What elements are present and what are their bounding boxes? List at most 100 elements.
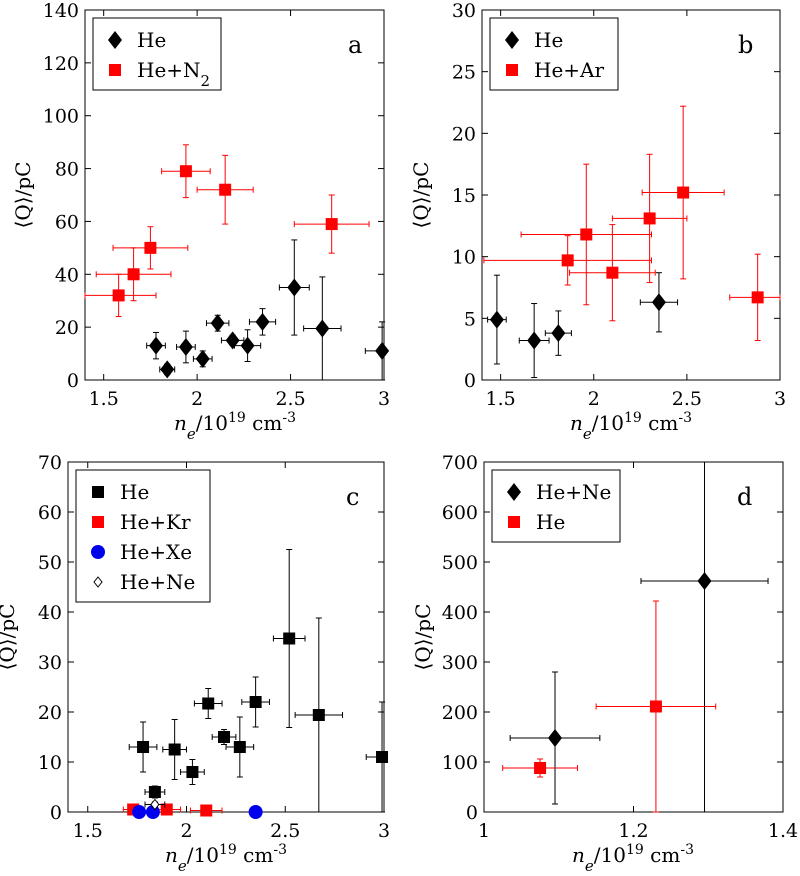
data-point [551,324,566,343]
y-tick-label: 10 [38,752,62,774]
y-tick-label: 140 [43,0,79,22]
data-point [178,337,193,356]
data-point [651,293,666,312]
legend: He He+N2 [92,17,222,91]
y-tick-label: 30 [38,652,62,674]
y-tick-label: 20 [55,317,79,339]
data-point [375,341,390,360]
y-tick-label: 400 [442,602,478,624]
data-point [534,762,547,774]
legend: He+Ne He [491,469,621,543]
data-point [643,212,656,225]
data-point [248,805,263,819]
y-tick-label: 0 [50,802,62,824]
y-tick-label: 40 [38,602,62,624]
data-point [249,696,262,708]
y-tick-label: 20 [452,123,476,145]
legend-marker [109,64,121,76]
y-tick-label: 300 [442,652,478,674]
data-marks [483,105,781,379]
legend-box [92,17,222,91]
legend-box [489,17,619,91]
legend-label: He [137,28,166,52]
data-point [225,331,240,350]
series-he-ar [483,105,781,342]
y-tick-label: 0 [466,802,478,824]
y-tick-label: 0 [67,370,79,392]
y-tick-label: 5 [464,308,476,330]
plot-frame [67,461,385,813]
y-tick-label: 60 [55,211,79,233]
data-point [489,310,504,329]
x-axis-label: ne/1019 cm-3 [165,842,287,875]
x-tick-label: 2 [588,388,600,410]
data-point [561,254,574,267]
data-marks [122,549,389,819]
x-tick-label: 2.5 [275,388,305,410]
y-tick-label: 50 [38,552,62,574]
x-tick-label: 1.4 [768,820,798,842]
panel-letter: a [348,31,362,59]
y-tick-label: 15 [452,185,476,207]
data-point [751,291,764,304]
y-tick-label: 200 [442,702,478,724]
data-point [219,183,232,196]
y-axis-label: ⟨Q⟩/pC [11,162,35,229]
legend-marker [508,516,520,528]
panel-letter: d [737,483,752,511]
legend-marker [92,486,104,498]
axis-ticks: 1 1.2 1.4 0 100 200 300 400 500 600 700 [442,452,798,842]
legend-box [491,469,621,543]
data-point [697,572,712,590]
y-tick-label: 25 [452,62,476,84]
legend-label: He+Ne [120,570,195,594]
legend-marker [507,483,521,501]
legend-marker [91,545,105,559]
x-tick-label: 3 [378,820,390,842]
data-marks [502,461,769,813]
data-point [606,266,619,279]
y-tick-label: 70 [38,452,62,474]
y-tick-label: 0 [464,370,476,392]
x-tick-label: 2.5 [672,388,702,410]
y-tick-label: 40 [55,264,79,286]
data-point [315,319,330,338]
x-tick-label: 3 [774,388,786,410]
data-point [677,186,690,199]
series-he [487,272,679,379]
legend-label: He+Ne [536,480,611,504]
x-tick-label: 1.5 [89,388,119,410]
legend-marker [93,576,103,588]
data-point [132,805,147,819]
legend-label: He [534,28,563,52]
data-point [200,804,213,817]
panel-letter: b [738,31,753,59]
data-point [283,632,296,645]
y-axis-label: ⟨Q⟩/pC [409,162,433,229]
y-axis-label: ⟨Q⟩/pC [0,604,19,671]
y-tick-label: 120 [43,53,79,75]
legend-marker [92,516,104,528]
data-point [218,731,231,743]
y-tick-label: 100 [43,106,79,128]
x-tick-label: 2.5 [270,820,300,842]
series-he [502,600,717,813]
data-point [149,336,164,355]
y-tick-label: 30 [452,0,476,22]
series-he-xe [132,805,263,819]
legend: He He+Ar [489,17,619,91]
legend-label: He [536,510,565,534]
legend-marker [506,64,518,76]
y-tick-label: 80 [55,159,79,181]
x-tick-label: 1.2 [618,820,648,842]
y-tick-label: 100 [442,752,478,774]
legend-label: He+Kr [120,510,191,534]
data-point [548,729,563,747]
data-point [144,241,157,254]
panel-a: 1.5 2 2.5 3 0 20 40 60 80 100 120 140 He He+N2 a ne/… [11,0,390,443]
data-point [255,312,270,331]
